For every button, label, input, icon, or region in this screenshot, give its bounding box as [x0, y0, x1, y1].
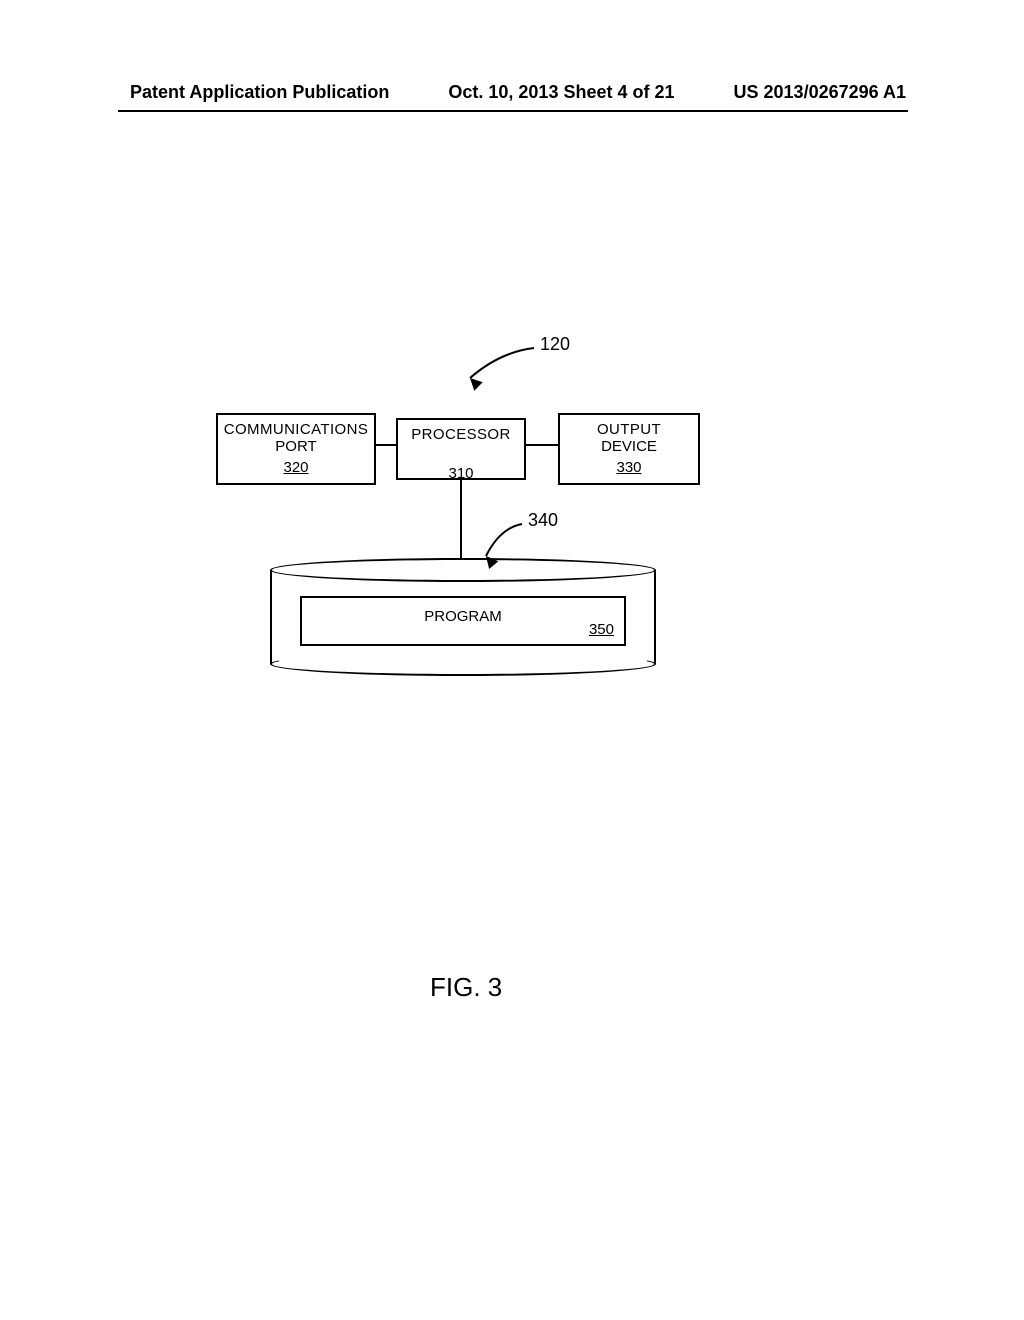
cylinder-bottom-ellipse — [270, 652, 656, 676]
block-ref-number: 350 — [589, 621, 614, 638]
block-label-line1: PROCESSOR — [398, 426, 524, 443]
ref-number-120: 120 — [540, 334, 570, 355]
connector-comm-proc — [376, 444, 396, 446]
page: Patent Application Publication Oct. 10, … — [0, 0, 1024, 1320]
block-program: PROGRAM 350 — [300, 596, 626, 646]
header-rule — [118, 110, 908, 112]
block-label-line2: PORT — [218, 438, 374, 455]
block-label-line1: COMMUNICATIONS — [218, 421, 374, 438]
cylinder-top-ellipse — [270, 558, 656, 582]
header-left: Patent Application Publication — [130, 82, 389, 103]
connector-proc-output — [526, 444, 558, 446]
ref-leader-120 — [462, 344, 536, 384]
ref-leader-340 — [482, 522, 526, 562]
block-label-line1: OUTPUT — [560, 421, 698, 438]
header-center: Oct. 10, 2013 Sheet 4 of 21 — [448, 82, 674, 103]
block-ref-number: 320 — [218, 459, 374, 476]
block-label: PROGRAM — [302, 608, 624, 625]
header-right: US 2013/0267296 A1 — [734, 82, 906, 103]
block-output-device: OUTPUT DEVICE 330 — [558, 413, 700, 485]
ref-number-340: 340 — [528, 510, 558, 531]
page-header: Patent Application Publication Oct. 10, … — [0, 82, 1024, 103]
block-communications-port: COMMUNICATIONS PORT 320 — [216, 413, 376, 485]
block-processor: PROCESSOR 310 — [396, 418, 526, 480]
connector-proc-disk — [460, 480, 462, 558]
block-ref-number: 330 — [560, 459, 698, 476]
figure-label: FIG. 3 — [430, 972, 502, 1003]
block-label-line2: DEVICE — [560, 438, 698, 455]
